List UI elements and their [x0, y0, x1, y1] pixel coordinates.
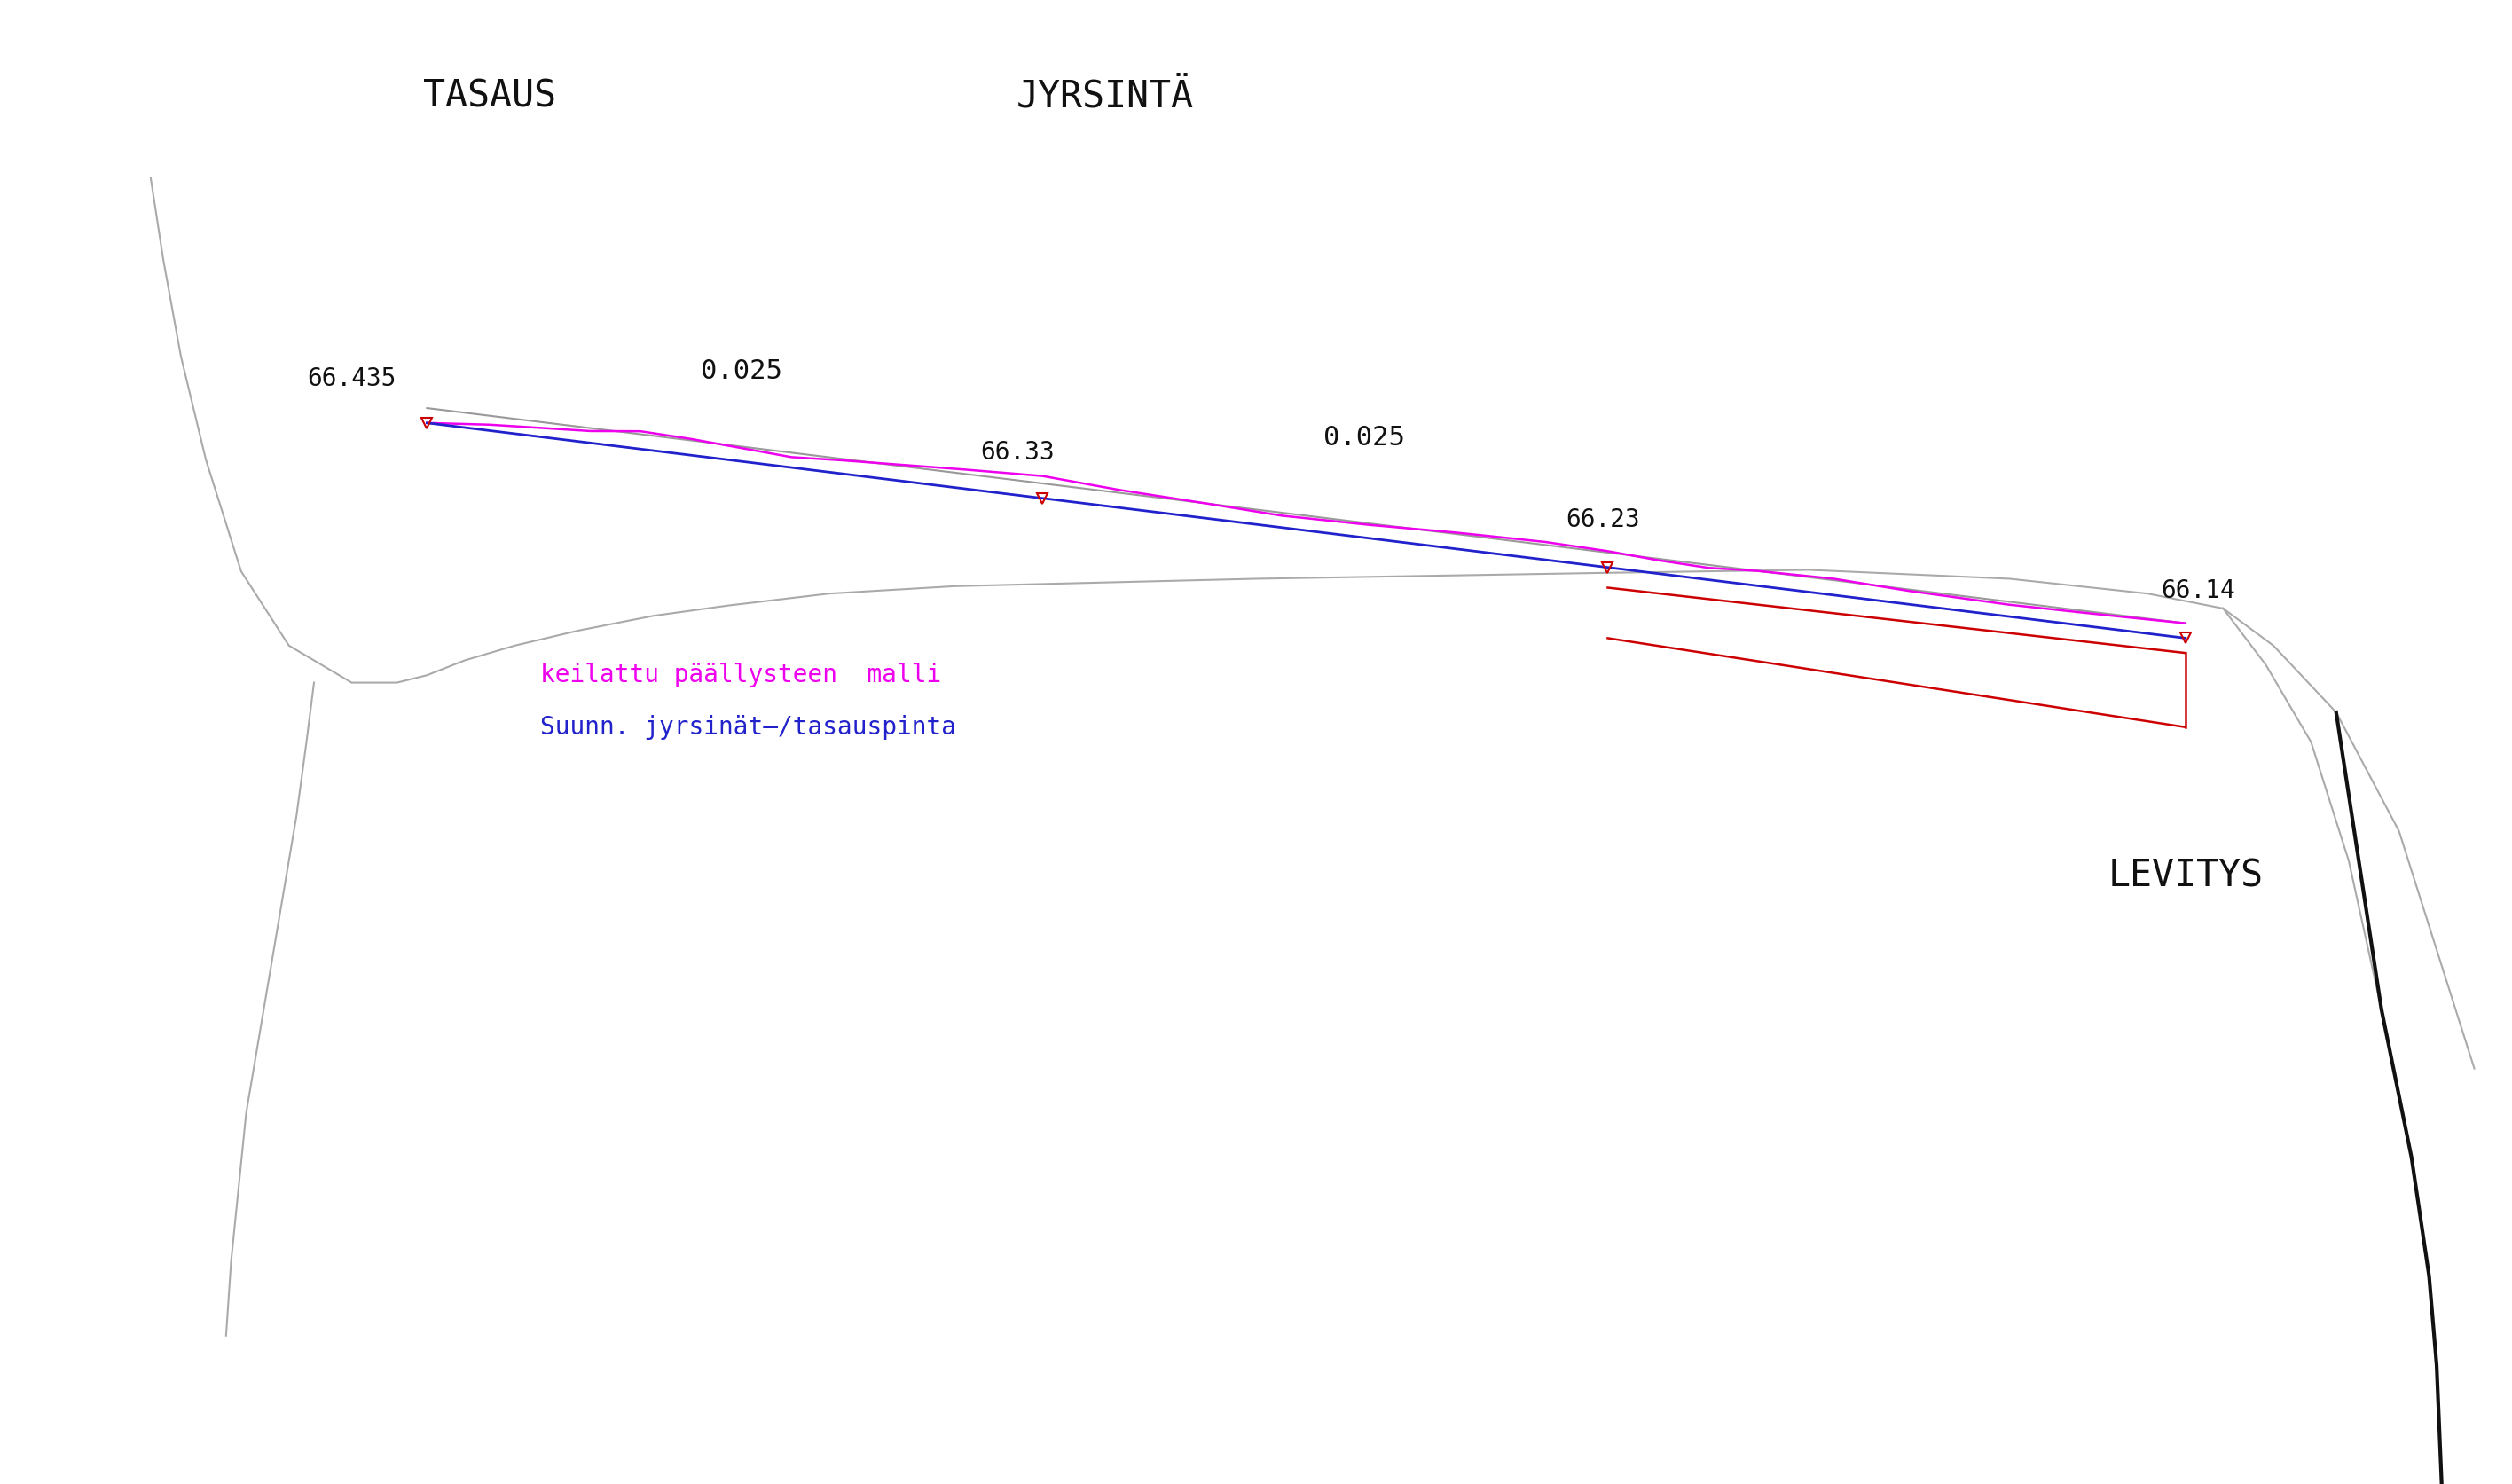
Text: 66.23: 66.23	[1565, 508, 1640, 531]
Text: LEVITYS: LEVITYS	[2108, 856, 2263, 895]
Text: 0.025: 0.025	[701, 358, 781, 384]
Text: 66.33: 66.33	[980, 441, 1055, 464]
Text: TASAUS: TASAUS	[425, 77, 555, 116]
Text: 66.435: 66.435	[306, 367, 397, 390]
Text: 0.025: 0.025	[1324, 424, 1404, 451]
Text: Suunn. jyrsinät—/tasauspinta: Suunn. jyrsinät—/tasauspinta	[540, 715, 957, 739]
Text: keilattu päällysteen  malli: keilattu päällysteen malli	[540, 663, 942, 687]
Text: 66.14: 66.14	[2160, 579, 2236, 603]
Text: JYRSINTÄ: JYRSINTÄ	[1017, 77, 1193, 116]
